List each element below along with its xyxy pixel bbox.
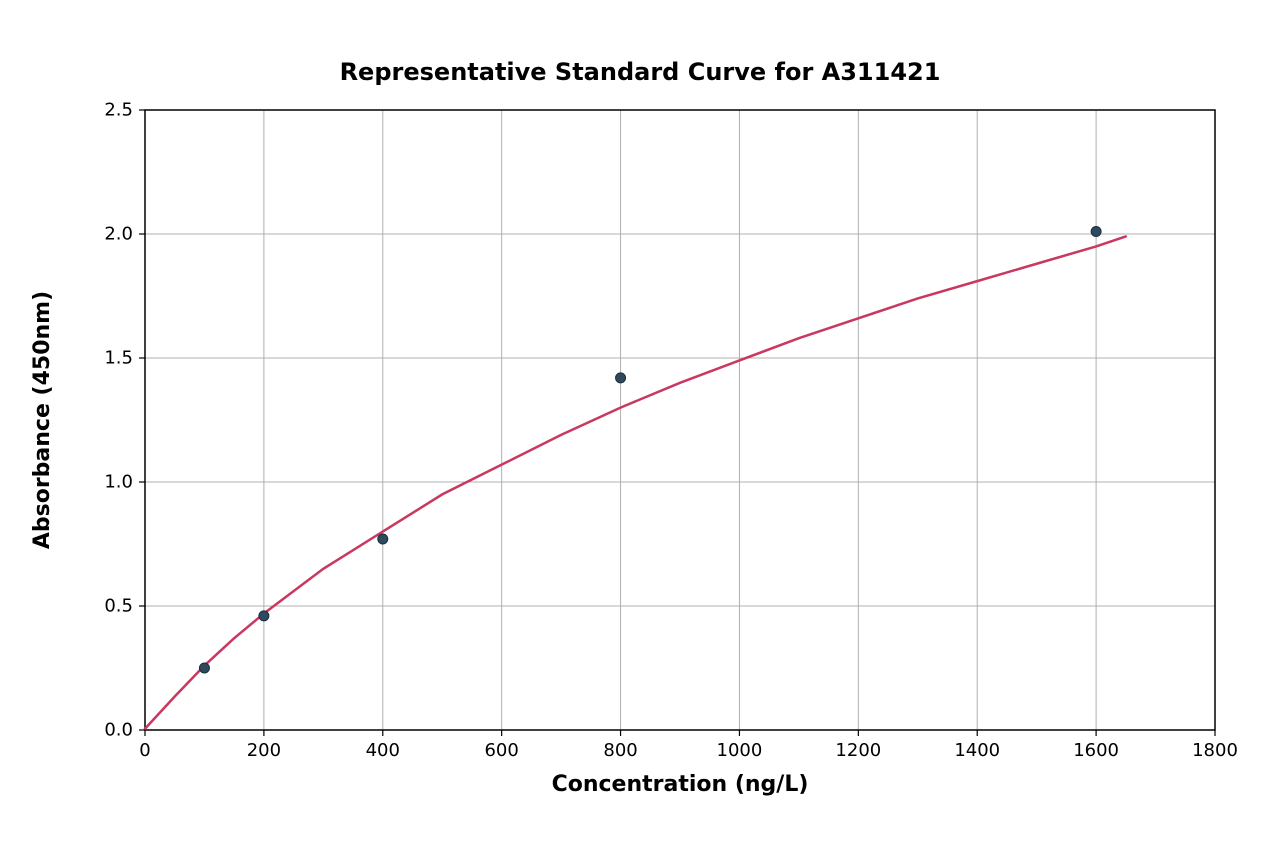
chart-title: Representative Standard Curve for A31142… (0, 58, 1280, 86)
xtick-label: 0 (139, 740, 150, 761)
xtick-label: 200 (247, 740, 281, 761)
ytick-label: 1.0 (104, 472, 133, 493)
xtick-label: 1200 (835, 740, 881, 761)
data-point (199, 663, 209, 673)
plot-svg (145, 110, 1215, 730)
y-axis-label: Absorbance (450nm) (30, 291, 55, 549)
data-point (259, 611, 269, 621)
xtick-label: 1400 (954, 740, 1000, 761)
plot-area (145, 110, 1215, 730)
ytick-label: 0.0 (104, 720, 133, 741)
xtick-label: 400 (366, 740, 400, 761)
ytick-label: 1.5 (104, 348, 133, 369)
data-point (1091, 227, 1101, 237)
chart-container: Representative Standard Curve for A31142… (0, 0, 1280, 845)
xtick-label: 600 (484, 740, 518, 761)
xtick-label: 800 (603, 740, 637, 761)
data-point (616, 373, 626, 383)
ytick-label: 2.5 (104, 100, 133, 121)
fit-curve (145, 236, 1126, 728)
xtick-label: 1000 (717, 740, 763, 761)
x-axis-label: Concentration (ng/L) (552, 772, 809, 797)
data-point (378, 534, 388, 544)
xtick-label: 1600 (1073, 740, 1119, 761)
ytick-label: 2.0 (104, 224, 133, 245)
xtick-label: 1800 (1192, 740, 1238, 761)
ytick-label: 0.5 (104, 596, 133, 617)
